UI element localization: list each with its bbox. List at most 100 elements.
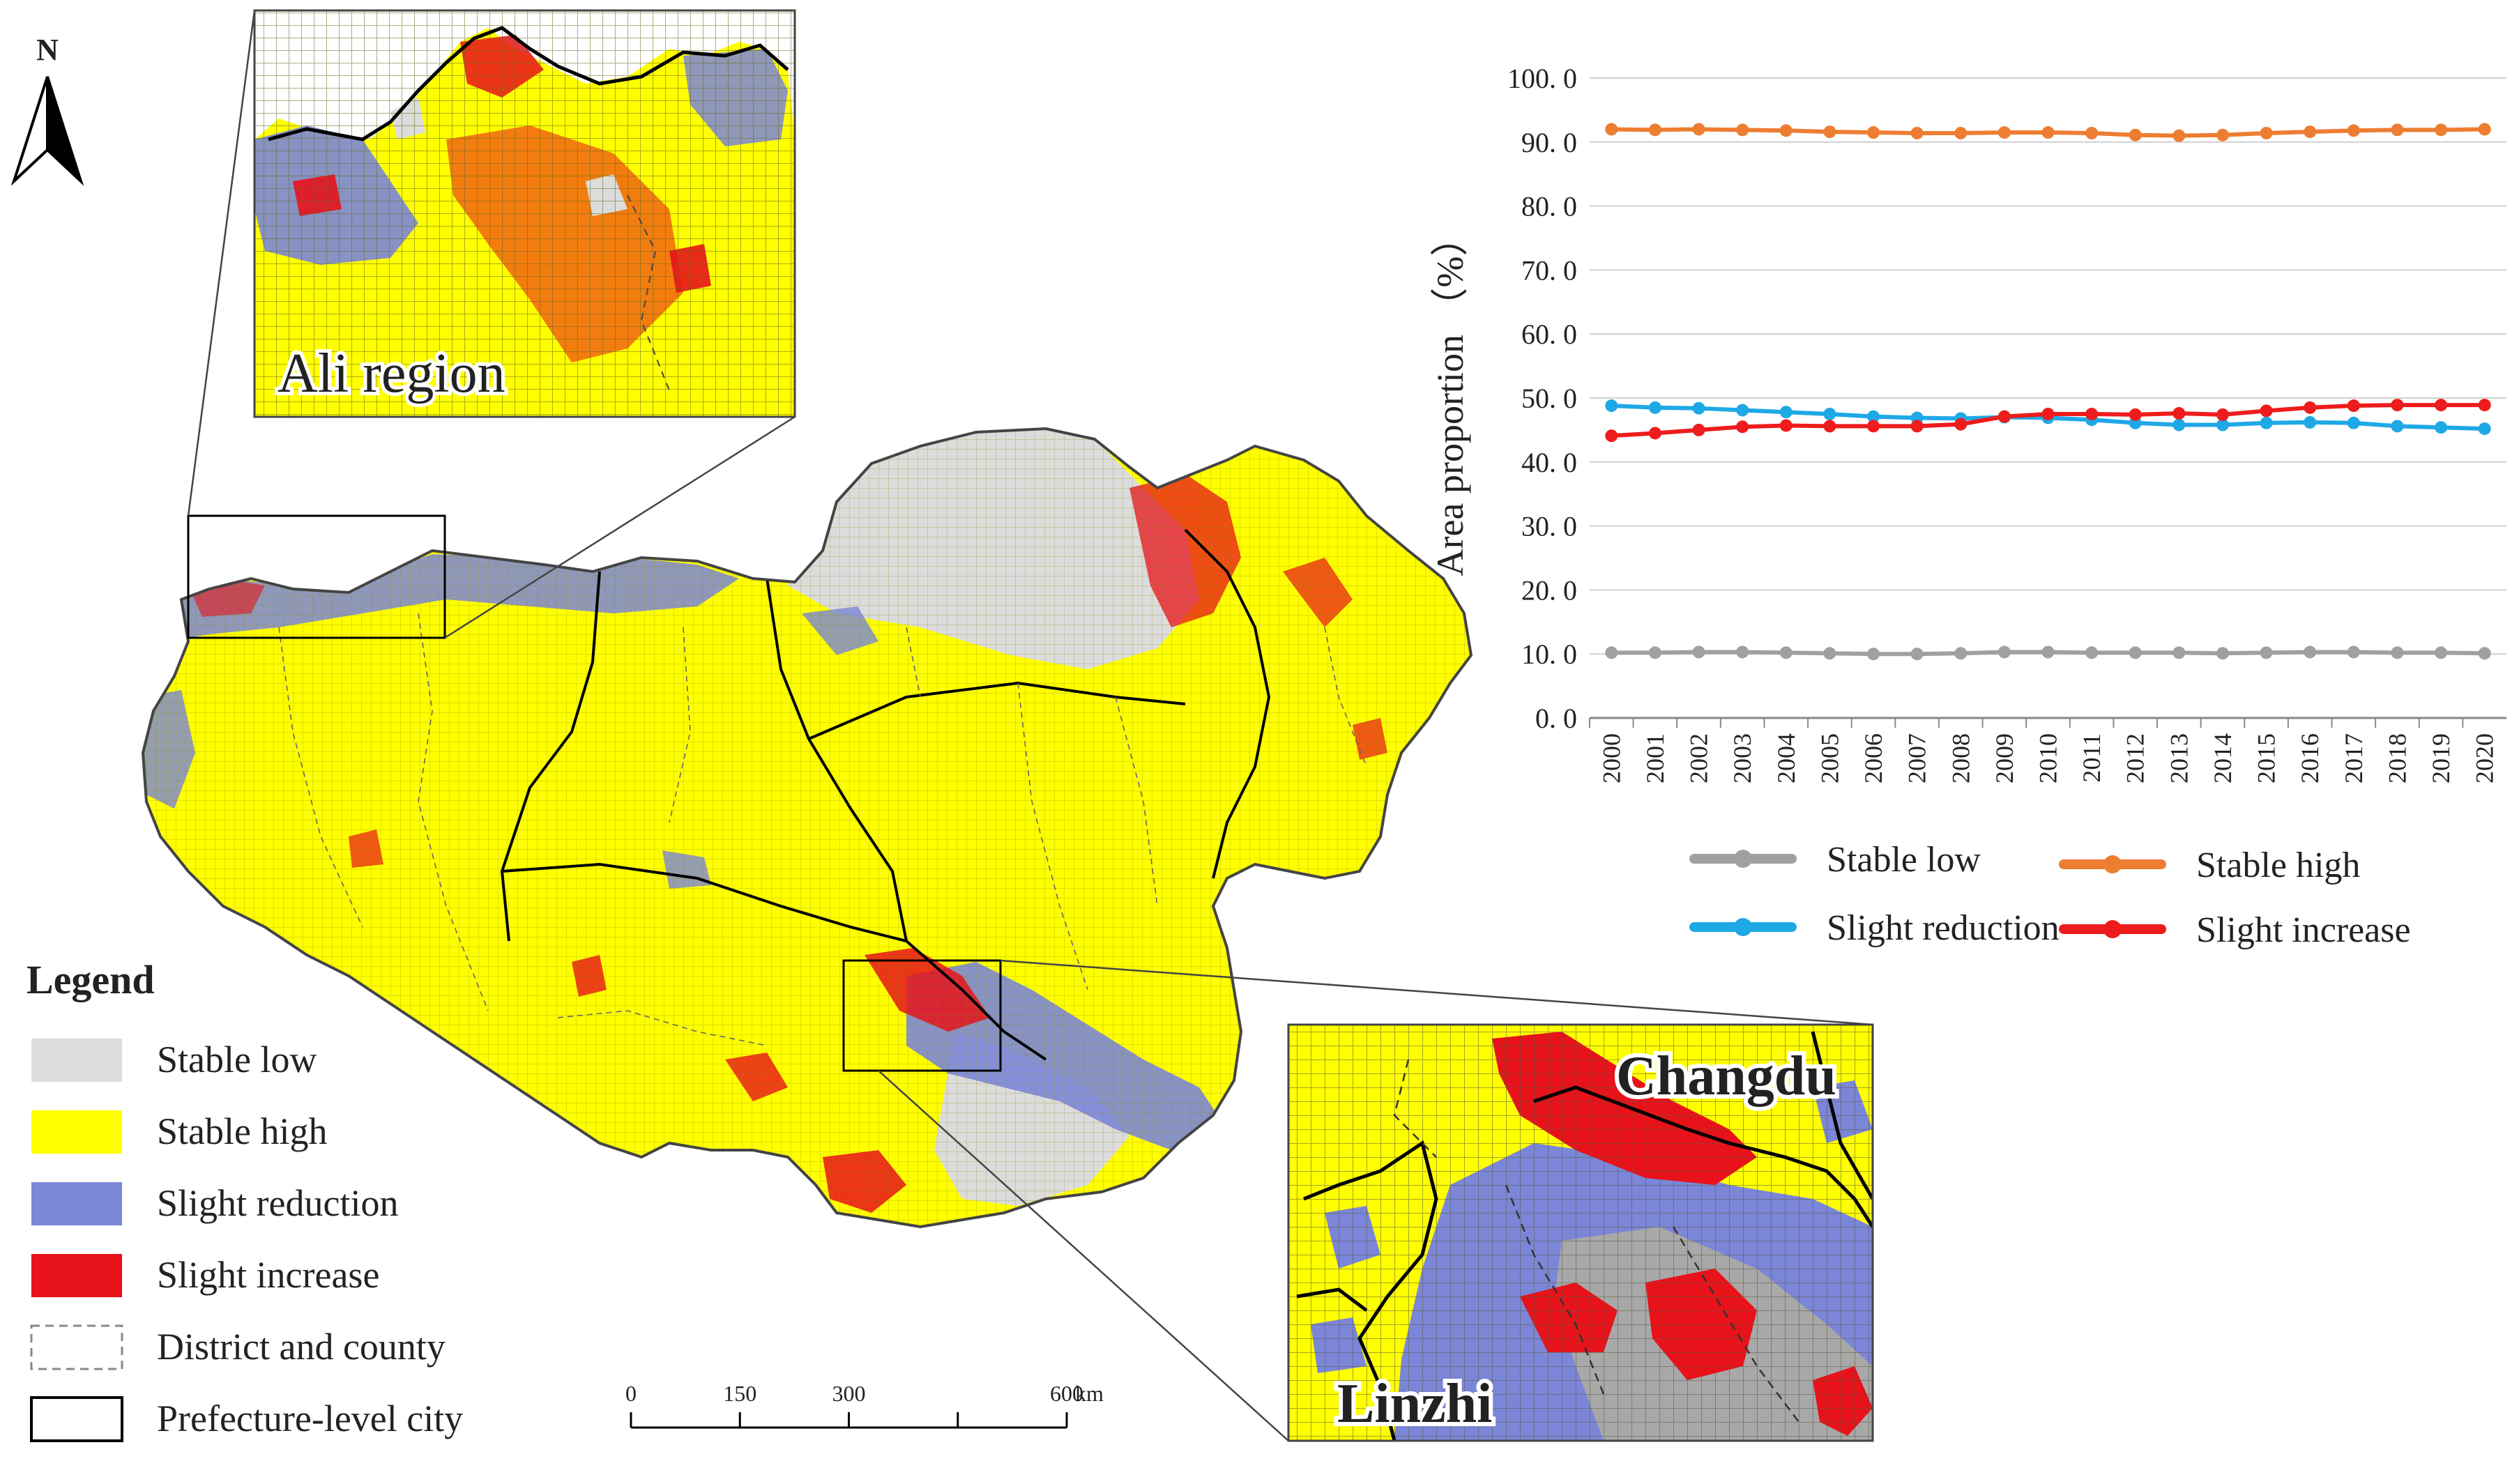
chart-point bbox=[1692, 123, 1705, 136]
legend-item: Slight reduction bbox=[31, 1182, 398, 1225]
chart-point bbox=[1648, 401, 1661, 414]
chart-y-tick: 20. 0 bbox=[1521, 574, 1577, 606]
map-legend: Legend Stable low Stable high Slight reduc… bbox=[26, 957, 463, 1442]
chart-legend-marker bbox=[2103, 920, 2122, 938]
legend-label: Slight increase bbox=[157, 1254, 379, 1296]
chart-x-tick: 2012 bbox=[2122, 733, 2149, 783]
chart-x-tick: 2009 bbox=[1991, 733, 2018, 783]
chart-point bbox=[2304, 401, 2317, 414]
chart-x-tick: 2006 bbox=[1859, 733, 1887, 783]
changdu-linzhi-inset: Changdu Linzhi bbox=[1287, 1023, 1874, 1442]
chart-point bbox=[1605, 429, 1618, 443]
legend-items: Stable low Stable high Slight reduction Sli… bbox=[30, 1039, 463, 1442]
ali-pixel-grid bbox=[254, 10, 795, 417]
chart-point bbox=[1867, 648, 1880, 661]
chart-point bbox=[2172, 646, 2186, 659]
chart-legend-item: Slight reduction bbox=[1689, 908, 2060, 948]
chart-series-slight-increase bbox=[1605, 399, 2491, 443]
chart-gridlines bbox=[1590, 77, 2506, 719]
chart-point bbox=[2172, 129, 2186, 142]
chart-point bbox=[2129, 646, 2142, 659]
chart-point bbox=[2478, 422, 2491, 436]
chart-series-slight-reduction bbox=[1605, 399, 2491, 436]
chart-y-tick: 40. 0 bbox=[1521, 447, 1577, 478]
chart-point bbox=[2304, 415, 2317, 429]
chart-y-axis-label: Area proportion （%） bbox=[1429, 219, 1471, 576]
legend-swatch bbox=[30, 1396, 123, 1442]
chart-point bbox=[1779, 419, 1793, 432]
chart-x-tick: 2008 bbox=[1947, 733, 1974, 783]
chart-point bbox=[2435, 123, 2448, 137]
chart-legend-item: Stable high bbox=[2059, 846, 2360, 885]
chart-x-tick: 2004 bbox=[1772, 733, 1800, 783]
chart-y-tick: 0. 0 bbox=[1535, 703, 1577, 734]
chart-point bbox=[1779, 646, 1793, 659]
chart-point bbox=[2304, 645, 2317, 659]
chart-point bbox=[1867, 420, 1880, 433]
linzhi-label: Linzhi bbox=[1337, 1373, 1492, 1435]
chart-y-tick: 80. 0 bbox=[1521, 191, 1577, 222]
north-arrow: N bbox=[10, 33, 84, 186]
scale-bar-label: 0 bbox=[625, 1381, 637, 1406]
chart-point bbox=[1648, 123, 1661, 137]
chart-point bbox=[1823, 407, 1836, 420]
chart-point bbox=[2435, 399, 2448, 412]
chart-point bbox=[2085, 126, 2099, 139]
legend-label: Prefecture-level city bbox=[157, 1398, 463, 1439]
chart-point bbox=[2216, 647, 2229, 660]
chart-y-tick: 100. 0 bbox=[1507, 63, 1577, 94]
chart-point bbox=[2478, 399, 2491, 412]
legend-item: Slight increase bbox=[31, 1254, 379, 1297]
chart-point bbox=[1867, 126, 1880, 139]
legend-item: Stable low bbox=[31, 1039, 317, 1082]
chart-point bbox=[1605, 123, 1618, 136]
chart-point bbox=[1736, 420, 1749, 434]
chart-point bbox=[1648, 646, 1661, 659]
legend-item: District and county bbox=[30, 1324, 446, 1370]
chart-point bbox=[2478, 647, 2491, 660]
chart-point bbox=[2304, 125, 2317, 139]
legend-label: Stable low bbox=[157, 1039, 317, 1080]
legend-title: Legend bbox=[26, 957, 155, 1002]
chart-point bbox=[2478, 123, 2491, 136]
chart-point bbox=[2391, 123, 2404, 137]
legend-label: Stable high bbox=[157, 1110, 327, 1152]
chart-point bbox=[2172, 407, 2186, 420]
chart-point bbox=[2391, 646, 2404, 659]
chart-point bbox=[1692, 645, 1705, 659]
chart-point bbox=[1954, 647, 1968, 660]
ali-boundary bbox=[268, 26, 789, 141]
cl-prefecture-boundary-4 bbox=[1296, 1287, 1368, 1312]
chart-legend-marker bbox=[1734, 918, 1752, 936]
ali-inset-frame bbox=[253, 9, 796, 418]
chart-point bbox=[2041, 645, 2055, 659]
cl-prefecture-boundary-1 bbox=[1533, 1085, 1873, 1228]
chart-x-tick: 2005 bbox=[1816, 733, 1843, 783]
legend-item: Prefecture-level city bbox=[30, 1396, 463, 1442]
chart-point bbox=[2216, 408, 2229, 421]
chart-series-stable-high bbox=[1605, 123, 2491, 142]
chart-point bbox=[1954, 418, 1968, 431]
chart-point bbox=[1692, 401, 1705, 415]
chart-point bbox=[2260, 404, 2273, 418]
chart-point bbox=[1910, 648, 1924, 661]
chart-point bbox=[1997, 126, 2011, 139]
scale-bar-label: 600 bbox=[1050, 1381, 1083, 1406]
chart-point bbox=[2435, 421, 2448, 434]
chart-x-tick-labels: 2000 2001 2002 2003 2004 2005 2006 2007 2008 2009… bbox=[1589, 718, 2499, 783]
legend-swatch bbox=[31, 1039, 122, 1082]
ali-district-line bbox=[627, 194, 670, 391]
cl-district-lines bbox=[1393, 1059, 1799, 1423]
chart-x-tick: 2011 bbox=[2078, 733, 2106, 783]
chart-x-tick: 2001 bbox=[1641, 733, 1669, 783]
line-chart: 0. 0 10. 0 20. 0 30. 0 40. 0 50. 0 60. 0 70. 0 8… bbox=[1429, 63, 2506, 950]
chart-point bbox=[2347, 399, 2360, 413]
legend-swatch bbox=[31, 1110, 122, 1154]
ali-region-label: Ali region bbox=[277, 343, 505, 404]
chart-y-tick: 30. 0 bbox=[1521, 511, 1577, 542]
chart-legend-marker bbox=[1734, 850, 1752, 868]
main-map bbox=[141, 427, 1473, 1229]
chart-legend: Stable low Stable high Slight reduction Sli… bbox=[1689, 840, 2411, 950]
chart-point bbox=[2347, 124, 2360, 137]
